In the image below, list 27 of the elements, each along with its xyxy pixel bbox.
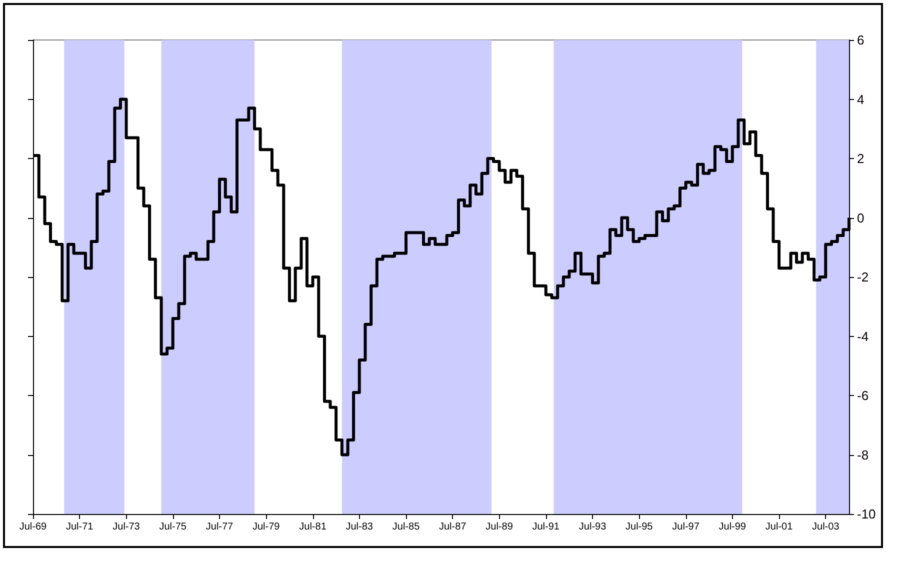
- x-tick-label: Jul-79: [252, 522, 280, 532]
- y-tick-label: -4: [857, 328, 869, 344]
- y-tick-label: -6: [857, 388, 869, 403]
- x-tick-label: Jul-81: [299, 522, 327, 532]
- x-tick-label: Jul-83: [346, 522, 374, 532]
- x-tick-label: Jul-01: [765, 522, 794, 532]
- x-tick-label: Jul-71: [66, 522, 94, 532]
- x-tick-label: Jul-85: [392, 522, 420, 532]
- x-tick-label: Jul-69: [19, 522, 48, 532]
- x-tick-label: Jul-95: [626, 522, 654, 532]
- x-tick-label: Jul-03: [812, 522, 840, 532]
- x-tick-label: Jul-87: [438, 522, 467, 532]
- y-tick-label: 4: [857, 92, 864, 107]
- y-tick-label: 0: [857, 210, 864, 226]
- y-tick-label: 2: [857, 151, 864, 166]
- x-tick-label: Jul-73: [112, 522, 140, 532]
- y-tick-label: -10: [857, 506, 876, 522]
- x-tick-label: Jul-89: [486, 522, 514, 532]
- y-tick-label: -8: [857, 447, 869, 462]
- x-tick-label: Jul-75: [159, 522, 187, 532]
- x-tick-label: Jul-99: [718, 522, 746, 532]
- x-tick-label: Jul-91: [532, 522, 560, 532]
- x-tick-label: Jul-97: [672, 522, 700, 532]
- y-tick-label: 6: [857, 32, 864, 48]
- x-tick-label: Jul-93: [578, 522, 607, 532]
- x-tick-label: Jul-77: [206, 522, 234, 532]
- y-tick-label: -2: [857, 270, 869, 284]
